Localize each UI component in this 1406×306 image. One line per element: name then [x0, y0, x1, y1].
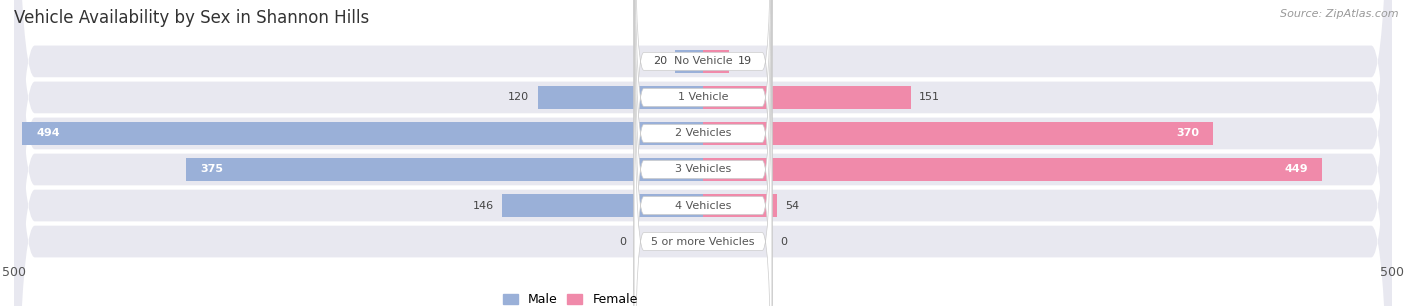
Text: 2 Vehicles: 2 Vehicles	[675, 129, 731, 138]
Text: 370: 370	[1175, 129, 1199, 138]
Text: Source: ZipAtlas.com: Source: ZipAtlas.com	[1281, 9, 1399, 19]
Text: 494: 494	[37, 129, 59, 138]
Bar	[675, 50, 703, 73]
Text: 1 Vehicle: 1 Vehicle	[678, 92, 728, 103]
FancyBboxPatch shape	[634, 0, 772, 306]
Text: 151: 151	[920, 92, 941, 103]
Legend: Male, Female: Male, Female	[502, 293, 638, 306]
Text: 19: 19	[738, 56, 752, 66]
FancyBboxPatch shape	[14, 0, 1392, 306]
Text: 146: 146	[472, 200, 494, 211]
Text: Vehicle Availability by Sex in Shannon Hills: Vehicle Availability by Sex in Shannon H…	[14, 9, 370, 27]
Text: 54: 54	[786, 200, 800, 211]
Bar	[22, 122, 703, 145]
Bar	[703, 86, 911, 109]
Text: 120: 120	[508, 92, 530, 103]
Text: 5 or more Vehicles: 5 or more Vehicles	[651, 237, 755, 247]
Text: 449: 449	[1284, 165, 1308, 174]
Text: 0: 0	[619, 237, 626, 247]
FancyBboxPatch shape	[14, 0, 1392, 306]
Bar	[703, 50, 730, 73]
Text: 375: 375	[200, 165, 224, 174]
Text: 20: 20	[652, 56, 668, 66]
FancyBboxPatch shape	[14, 0, 1392, 306]
FancyBboxPatch shape	[634, 0, 772, 306]
FancyBboxPatch shape	[634, 0, 772, 306]
Bar	[537, 86, 703, 109]
Text: No Vehicle: No Vehicle	[673, 56, 733, 66]
FancyBboxPatch shape	[14, 0, 1392, 306]
FancyBboxPatch shape	[634, 0, 772, 305]
FancyBboxPatch shape	[634, 0, 772, 306]
FancyBboxPatch shape	[14, 0, 1392, 306]
FancyBboxPatch shape	[634, 0, 772, 306]
Bar	[502, 194, 703, 217]
FancyBboxPatch shape	[14, 0, 1392, 306]
Bar	[703, 122, 1213, 145]
Bar	[703, 194, 778, 217]
Bar	[186, 158, 703, 181]
Text: 3 Vehicles: 3 Vehicles	[675, 165, 731, 174]
Text: 4 Vehicles: 4 Vehicles	[675, 200, 731, 211]
Text: 0: 0	[780, 237, 787, 247]
Bar	[703, 158, 1322, 181]
